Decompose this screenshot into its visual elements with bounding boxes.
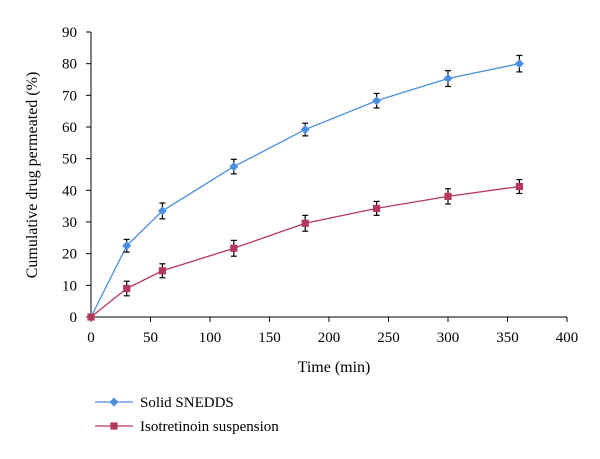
- y-tick-label: 80: [62, 57, 77, 73]
- series-layer: [86, 54, 524, 322]
- data-point: [122, 241, 132, 251]
- x-tick-label: 400: [556, 330, 579, 346]
- x-tick-label: 50: [143, 330, 158, 346]
- data-point: [514, 59, 524, 69]
- data-point: [123, 284, 131, 293]
- x-tick-label: 100: [199, 330, 222, 346]
- data-point: [301, 219, 309, 227]
- x-tick-label: 250: [377, 330, 400, 346]
- data-point: [229, 162, 239, 172]
- y-axis-ticks: 0 10 20 30 40 50 60 70 80 90: [62, 25, 91, 326]
- x-tick-label: 350: [496, 330, 519, 346]
- data-point: [300, 125, 310, 135]
- legend-item-2: Isotretinoin suspension: [95, 419, 279, 435]
- y-tick-label: 50: [62, 152, 77, 168]
- data-point: [157, 206, 167, 216]
- y-tick-label: 40: [62, 183, 77, 199]
- series-1: [86, 54, 524, 322]
- series-2: [87, 178, 523, 321]
- data-point: [158, 267, 166, 275]
- y-tick-label: 90: [62, 25, 77, 41]
- data-point: [443, 74, 453, 84]
- y-tick-label: 30: [62, 215, 77, 231]
- y-tick-label: 70: [62, 88, 77, 104]
- x-tick-label: 300: [437, 330, 460, 346]
- legend-label: Isotretinoin suspension: [140, 419, 279, 435]
- series-line: [90, 185, 520, 318]
- y-tick-label: 60: [62, 120, 77, 136]
- series-line: [90, 63, 520, 318]
- data-point: [444, 192, 452, 200]
- legend-label: Solid SNEDDS: [140, 395, 234, 411]
- data-point: [373, 204, 381, 212]
- x-tick-label: 150: [258, 330, 281, 346]
- y-tick-label: 20: [62, 247, 77, 263]
- legend-item-1: Solid SNEDDS: [95, 395, 234, 411]
- x-axis-label: Time (min): [298, 359, 371, 376]
- x-tick-label: 200: [318, 330, 341, 346]
- legend: Solid SNEDDS Isotretinoin suspension: [95, 395, 279, 435]
- x-tick-label: 0: [87, 330, 95, 346]
- y-tick-label: 10: [62, 278, 77, 294]
- legend-swatch-marker: [109, 397, 119, 407]
- data-point: [230, 244, 238, 252]
- data-point: [87, 313, 95, 321]
- y-axis-label: Cumulative drug permeated (%): [24, 72, 41, 279]
- legend-swatch-marker: [110, 422, 118, 430]
- x-axis-ticks: 0 50 100 150 200 250 300 350 400: [87, 317, 578, 346]
- y-tick-label: 0: [70, 310, 78, 326]
- data-point: [372, 96, 382, 106]
- data-point: [515, 182, 523, 191]
